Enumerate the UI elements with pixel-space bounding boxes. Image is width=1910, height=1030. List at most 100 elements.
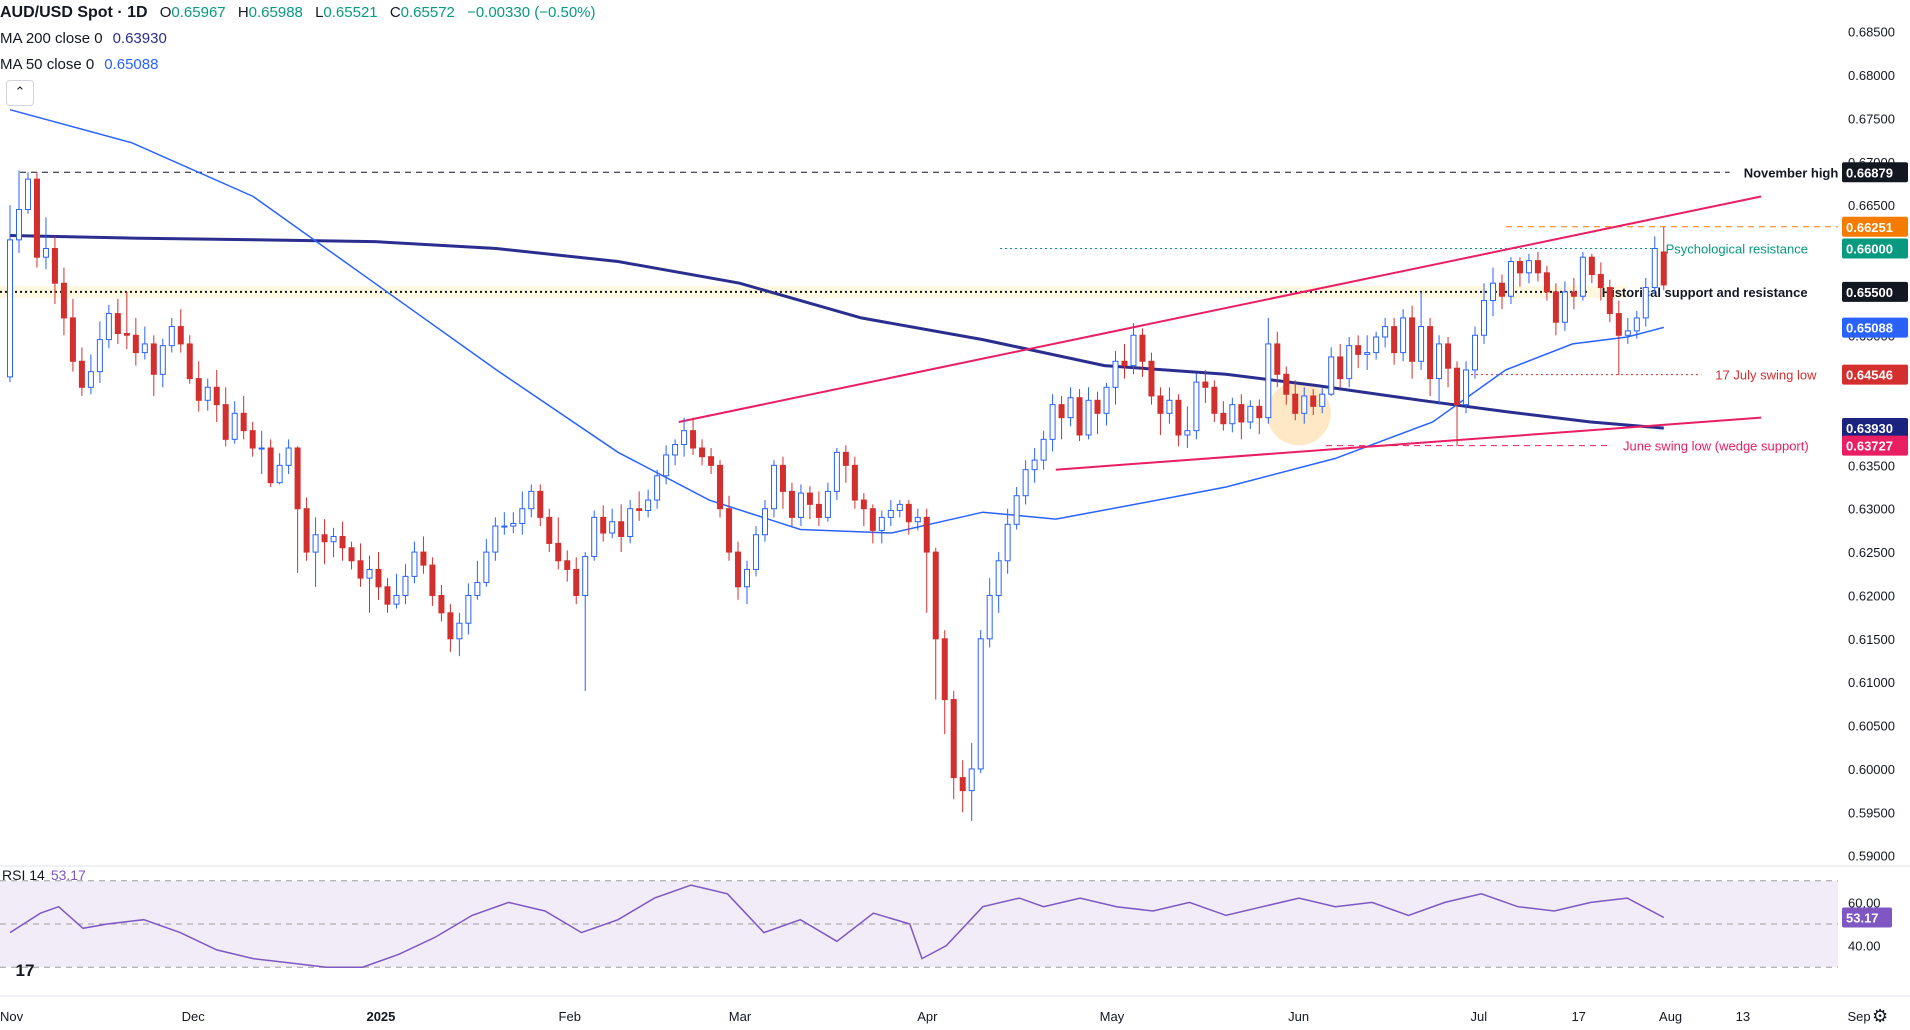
candle-body — [1516, 261, 1523, 274]
candle-body — [609, 521, 616, 534]
tradingview-logo[interactable]: 17 — [8, 958, 42, 984]
ma50-row[interactable]: MA 50 close 0 0.65088 — [0, 52, 596, 78]
low-value: 0.65521 — [323, 4, 378, 21]
candle-body — [1094, 399, 1101, 414]
candle-body — [1507, 261, 1514, 297]
candle-body — [1265, 343, 1272, 419]
candle-body — [1337, 356, 1344, 380]
candle-body — [519, 508, 526, 524]
candle-body — [510, 522, 517, 527]
candle-body — [420, 551, 427, 566]
level-label: 17 July swing low — [1715, 368, 1817, 383]
candle-body — [663, 454, 670, 477]
candle-body — [1633, 317, 1640, 332]
candle-body — [1067, 397, 1074, 419]
candle-body — [645, 499, 652, 511]
price-badge — [1842, 418, 1908, 439]
candle-body — [1220, 412, 1227, 425]
price-tick-label: 0.66500 — [1848, 198, 1895, 213]
candle-body — [33, 178, 40, 258]
price-badge-label: 0.66251 — [1846, 220, 1893, 235]
candle-body — [1615, 313, 1622, 336]
candle-body — [1579, 256, 1586, 297]
crossover-highlight — [1266, 381, 1331, 446]
open-value: 0.65967 — [171, 4, 226, 21]
candle-body — [1004, 523, 1011, 562]
price-tick-label: 0.68500 — [1848, 25, 1895, 40]
price-tick-label: 0.61500 — [1848, 632, 1895, 647]
candle-body — [375, 568, 382, 588]
price-badge-label: 0.64546 — [1846, 368, 1893, 383]
ma200-row[interactable]: MA 200 close 0 0.63930 — [0, 26, 596, 52]
candle-body — [492, 525, 499, 553]
collapse-legend-button[interactable]: ⌃ — [6, 80, 34, 106]
level-label: November high — [1744, 165, 1839, 180]
candle-body — [860, 499, 867, 510]
time-tick-label: Sep — [1848, 1009, 1871, 1024]
candle-body — [1552, 291, 1559, 323]
candle-body — [1472, 334, 1479, 371]
candle-body — [1283, 373, 1290, 395]
candle-body — [1543, 272, 1550, 293]
rsi-tick-label: 40.00 — [1848, 939, 1881, 954]
candle-body — [1570, 291, 1577, 297]
price-tick-label: 0.60000 — [1848, 762, 1895, 777]
candle-body — [330, 535, 337, 543]
price-badge-label: 0.65088 — [1846, 321, 1893, 336]
candle-body — [1328, 356, 1335, 395]
candle-body — [60, 282, 67, 319]
time-tick-label: 13 — [1736, 1009, 1750, 1024]
candle-body — [96, 339, 103, 373]
candle-body — [833, 451, 840, 492]
candle-body — [600, 516, 607, 534]
time-tick-label: Jul — [1471, 1009, 1488, 1024]
ma50-value: 0.65088 — [104, 56, 159, 73]
candle-body — [573, 568, 580, 596]
candle-body — [78, 360, 85, 388]
candle-body — [276, 464, 283, 484]
candle-body — [483, 551, 490, 583]
price-tick-label: 0.61000 — [1848, 675, 1895, 690]
change-value: −0.00330 (−0.50%) — [467, 4, 596, 21]
candle-body — [1481, 300, 1488, 336]
rsi-value-badge-label: 53.17 — [1846, 911, 1879, 926]
price-tick-label: 0.59500 — [1848, 805, 1895, 820]
price-badge-label: 0.66879 — [1846, 165, 1893, 180]
candle-body — [258, 447, 265, 450]
candle-body — [1373, 336, 1380, 354]
price-badge — [1842, 317, 1908, 338]
candle-body — [788, 490, 795, 518]
candle-body — [132, 334, 139, 354]
candle-body — [501, 525, 508, 528]
candle-body — [7, 239, 13, 378]
candle-body — [1148, 360, 1155, 397]
candle-body — [285, 447, 292, 466]
level-label: Historical support and resistance — [1602, 285, 1808, 300]
candle-body — [618, 521, 625, 537]
candle-body — [752, 534, 759, 570]
candle-body — [1418, 326, 1425, 362]
candle-body — [321, 534, 328, 543]
price-tick-label: 0.68000 — [1848, 68, 1895, 83]
candle-body — [923, 516, 930, 553]
support-zone — [0, 285, 1628, 298]
candle-body — [474, 581, 481, 596]
gear-icon[interactable]: ⚙ — [1872, 1006, 1889, 1026]
price-tick-label: 0.60500 — [1848, 719, 1895, 734]
price-badge — [1842, 435, 1908, 456]
candle-body — [1642, 287, 1649, 319]
symbol-title[interactable]: AUD/USD Spot · 1D — [0, 4, 148, 21]
candle-body — [1229, 404, 1236, 425]
candle-body — [1157, 395, 1164, 414]
rsi-legend[interactable]: RSI 14 53.17 — [2, 867, 86, 883]
candle-body — [1211, 386, 1218, 414]
ma200-value: 0.63930 — [112, 30, 167, 47]
candle-body — [546, 516, 553, 544]
time-tick-label: Feb — [559, 1009, 581, 1024]
candle-body — [1355, 345, 1362, 355]
time-tick-label: May — [1100, 1009, 1125, 1024]
candle-body — [977, 638, 984, 770]
candle-body — [249, 430, 256, 449]
